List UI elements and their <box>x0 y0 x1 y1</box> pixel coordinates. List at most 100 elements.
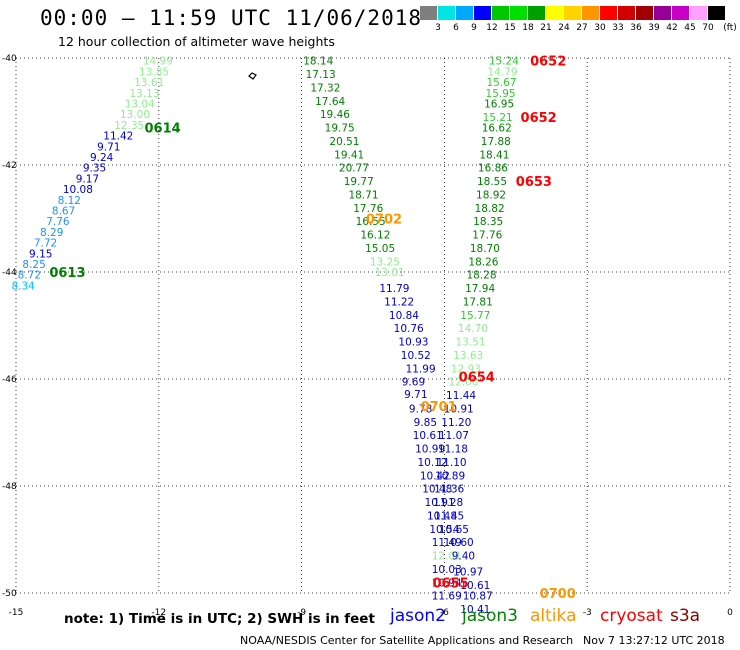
wave-height-label: 12.93 <box>451 363 481 375</box>
wave-height-label: 20.77 <box>339 163 369 175</box>
colorbar-swatch <box>546 6 563 20</box>
wave-height-label: 17.64 <box>315 96 345 108</box>
wave-height-label: 9.85 <box>414 417 437 429</box>
wave-height-label: 7.72 <box>34 238 57 250</box>
satellite-legend-item: jason2 <box>390 606 446 626</box>
wave-height-label: 7.76 <box>46 216 70 228</box>
wave-height-label: 11.22 <box>384 296 414 308</box>
colorbar-swatch <box>582 6 599 20</box>
satellite-legend-item: s3a <box>670 606 701 626</box>
wave-height-label: 17.76 <box>353 203 383 215</box>
wave-height-label: 18.92 <box>476 189 506 201</box>
wave-height-label: 9.69 <box>402 377 425 389</box>
colorbar-label: 24 <box>558 23 570 33</box>
wave-height-label: 10.99 <box>415 444 445 456</box>
wave-height-label: 13.61 <box>134 77 164 89</box>
wave-height-label: 11.99 <box>406 363 436 375</box>
wave-height-label: 16.12 <box>360 230 390 242</box>
wave-height-label: 15.05 <box>365 243 395 255</box>
wave-height-label: 10.48 <box>427 510 457 522</box>
wave-height-label: 10.03 <box>432 564 462 576</box>
wave-height-label: 18.26 <box>468 256 498 268</box>
track-time-label: 0700 <box>540 587 576 602</box>
wave-height-label: 13.13 <box>129 88 159 100</box>
wave-height-label: 18.14 <box>303 56 333 68</box>
colorbar-swatch <box>510 6 527 20</box>
wave-height-label: 10.97 <box>453 567 483 579</box>
wave-height-label: 10.54 <box>429 524 459 536</box>
colorbar-label: 39 <box>648 23 660 33</box>
wave-height-label: 9.40 <box>452 551 475 563</box>
wave-height-label: 11.10 <box>437 457 467 469</box>
coastline-fragment <box>248 72 257 80</box>
wave-height-label: 10.65 <box>439 524 469 536</box>
wave-height-label: 17.88 <box>481 136 511 148</box>
wave-height-points: 14.9913.8513.6113.1313.0413.0012.3511.42… <box>11 56 519 616</box>
wave-height-label: 10.94 <box>432 577 462 589</box>
axis-tick-labels: -15 -12 -9 -6 -3 0 -40 -42 -44 -46 -48 -50 <box>2 54 733 618</box>
wave-height-label: 11.44 <box>446 390 476 402</box>
wave-height-label: 18.82 <box>475 203 505 215</box>
wave-height-label: 9.71 <box>97 141 120 153</box>
colorbar-label: 27 <box>576 23 588 33</box>
colorbar-swatch <box>600 6 617 20</box>
colorbar-label: 70 <box>702 23 714 33</box>
wave-height-label: 13.63 <box>453 350 483 362</box>
satellite-legend-item: altika <box>530 606 577 626</box>
wave-height-label: 17.76 <box>472 230 502 242</box>
wave-height-label: 10.84 <box>389 310 419 322</box>
wave-height-label: 18.41 <box>479 149 509 161</box>
y-tick-label: -48 <box>2 482 17 492</box>
wave-height-label: 11.42 <box>103 131 133 143</box>
credit-text: NOAA/NESDIS Center for Satellite Applica… <box>240 634 574 647</box>
wave-height-label: 10.91 <box>425 497 455 509</box>
wave-height-label: 16.95 <box>484 98 514 110</box>
wave-height-label: 13.01 <box>375 267 405 279</box>
colorbar-swatch <box>618 6 635 20</box>
wave-height-label: 10.52 <box>401 350 431 362</box>
wave-height-label: 19.41 <box>334 149 364 161</box>
wave-height-label: 18.70 <box>470 243 500 255</box>
wave-height-label: 10.48 <box>422 484 452 496</box>
colorbar-swatch <box>456 6 473 20</box>
y-tick-label: -50 <box>2 589 17 599</box>
colorbar-swatch <box>528 6 545 20</box>
wave-height-label: 11.20 <box>441 417 471 429</box>
wave-height-label: 12.01 <box>432 551 462 563</box>
colorbar-label: 30 <box>594 23 606 33</box>
wave-height-label: 16.86 <box>478 163 508 175</box>
wave-height-label: 11.18 <box>438 444 468 456</box>
satellite-legend-item: cryosat <box>600 606 663 626</box>
wave-height-label: 15.95 <box>486 88 516 100</box>
footer-note: note: 1) Time is in UTC; 2) SWH is in fe… <box>64 611 375 627</box>
wave-height-label: 9.35 <box>83 163 106 175</box>
wave-height-label: 14.70 <box>458 323 488 335</box>
wave-height-label: 15.77 <box>460 310 490 322</box>
wave-height-label: 17.94 <box>465 283 495 295</box>
colorbar-swatch <box>636 6 653 20</box>
wave-height-label: 11.69 <box>432 591 462 603</box>
x-tick-label: -12 <box>151 608 166 618</box>
track-time-label: 0701 <box>421 400 457 415</box>
colorbar-label: 33 <box>612 23 624 33</box>
colorbar-swatch <box>672 6 689 20</box>
map-subtitle: 12 hour collection of altimeter wave hei… <box>58 34 335 49</box>
wave-height-label: 9.24 <box>90 152 114 164</box>
wave-height-label: 17.32 <box>310 82 340 94</box>
wave-height-label: 19.75 <box>325 123 355 135</box>
wave-height-label: 10.41 <box>460 604 490 616</box>
wave-height-label: 13.00 <box>120 109 150 121</box>
wave-height-label: 10.87 <box>463 591 493 603</box>
wave-height-label: 20.51 <box>329 136 359 148</box>
track-time-label: 0613 <box>49 266 85 281</box>
colorbar-label: 3 <box>435 23 441 33</box>
wave-height-label: 17.13 <box>306 69 336 81</box>
wave-height-label: 9.15 <box>29 248 52 260</box>
wave-height-label: 11.49 <box>432 537 462 549</box>
wave-height-label: 18.28 <box>466 270 496 282</box>
wave-height-label: 10.60 <box>444 537 474 549</box>
wave-height-label: 18.55 <box>477 176 507 188</box>
wave-height-label: 11.45 <box>434 510 464 522</box>
